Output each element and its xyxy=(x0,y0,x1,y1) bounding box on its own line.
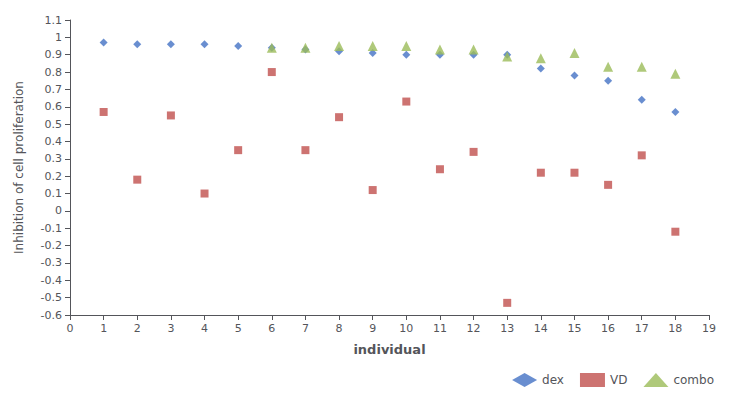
svg-text:0.6: 0.6 xyxy=(45,100,63,113)
svg-text:individual: individual xyxy=(353,342,425,357)
svg-text:6: 6 xyxy=(268,322,275,335)
svg-text:8: 8 xyxy=(336,322,343,335)
svg-text:-0.6: -0.6 xyxy=(41,309,62,322)
svg-text:7: 7 xyxy=(302,322,309,335)
svg-text:0.2: 0.2 xyxy=(45,170,63,183)
svg-text:0.4: 0.4 xyxy=(45,135,63,148)
svg-text:Inhibition of cell proliferati: Inhibition of cell proliferation xyxy=(12,81,26,254)
svg-text:0.8: 0.8 xyxy=(45,66,63,79)
svg-text:0.7: 0.7 xyxy=(45,83,63,96)
svg-text:-0.2: -0.2 xyxy=(41,239,62,252)
svg-text:0.1: 0.1 xyxy=(45,187,63,200)
svg-text:-0.3: -0.3 xyxy=(41,256,62,269)
svg-text:-0.5: -0.5 xyxy=(41,291,62,304)
svg-text:0: 0 xyxy=(55,204,62,217)
svg-text:4: 4 xyxy=(201,322,208,335)
svg-text:11: 11 xyxy=(433,322,447,335)
svg-text:18: 18 xyxy=(668,322,682,335)
svg-text:19: 19 xyxy=(702,322,716,335)
svg-text:dex: dex xyxy=(542,373,564,387)
svg-text:0: 0 xyxy=(67,322,74,335)
svg-text:10: 10 xyxy=(399,322,413,335)
svg-text:1: 1 xyxy=(55,31,62,44)
svg-text:12: 12 xyxy=(467,322,481,335)
svg-text:9: 9 xyxy=(369,322,376,335)
svg-text:2: 2 xyxy=(134,322,141,335)
svg-text:0.3: 0.3 xyxy=(45,152,63,165)
svg-text:-0.1: -0.1 xyxy=(41,222,62,235)
svg-text:5: 5 xyxy=(235,322,242,335)
svg-text:-0.4: -0.4 xyxy=(41,274,62,287)
svg-text:VD: VD xyxy=(610,373,627,387)
svg-text:0.9: 0.9 xyxy=(45,48,63,61)
svg-text:1: 1 xyxy=(100,322,107,335)
svg-text:14: 14 xyxy=(534,322,548,335)
svg-text:3: 3 xyxy=(167,322,174,335)
svg-text:1.1: 1.1 xyxy=(45,14,63,27)
svg-text:16: 16 xyxy=(601,322,615,335)
svg-text:combo: combo xyxy=(673,373,714,387)
svg-text:15: 15 xyxy=(567,322,581,335)
svg-text:17: 17 xyxy=(635,322,649,335)
svg-text:0.5: 0.5 xyxy=(45,118,63,131)
svg-text:13: 13 xyxy=(500,322,514,335)
